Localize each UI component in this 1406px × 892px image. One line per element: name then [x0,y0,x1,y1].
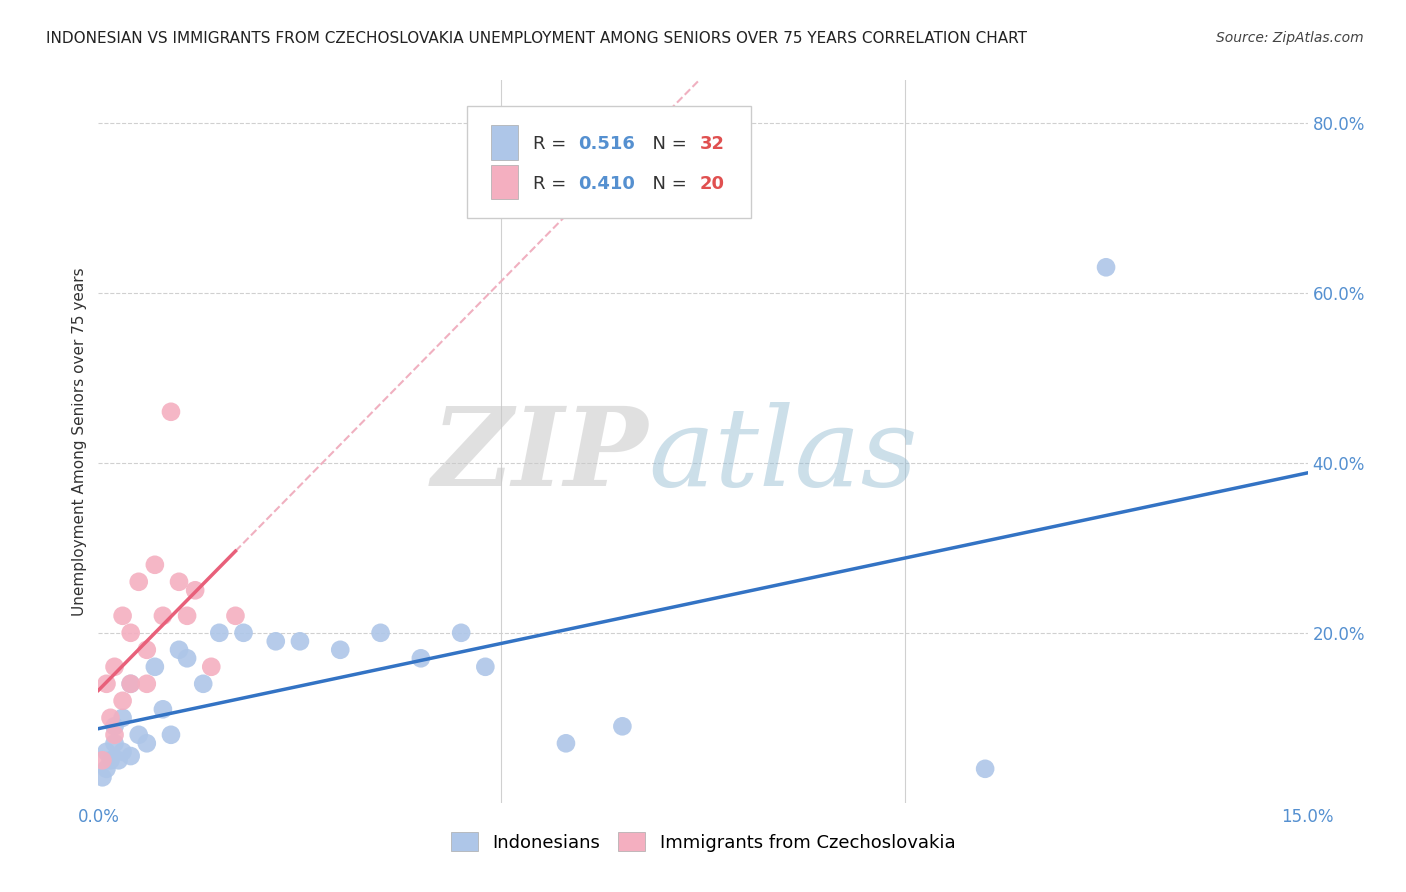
Point [135,677,157,691]
Point [409,651,432,665]
Point [200,660,222,674]
Point [120,625,142,640]
Point [107,753,129,767]
Bar [492,165,517,200]
Point [160,405,183,419]
Point [264,634,287,648]
Point [143,558,166,572]
Text: atlas: atlas [648,402,918,509]
Text: 0.516: 0.516 [578,136,636,153]
Point [176,651,198,665]
Point [612,719,634,733]
Point [329,642,352,657]
Legend: Indonesians, Immigrants from Czechoslovakia: Indonesians, Immigrants from Czechoslova… [443,825,963,859]
Point [167,642,190,657]
Point [224,608,246,623]
Point [450,625,472,640]
Point [100,711,122,725]
Point [103,719,125,733]
Point [160,728,183,742]
Text: R =: R = [533,175,571,193]
Point [91,770,114,784]
Point [152,608,174,623]
Point [111,694,134,708]
Text: ZIP: ZIP [432,402,648,509]
Text: R =: R = [533,136,571,153]
Point [128,728,150,742]
Point [1095,260,1118,275]
Point [184,583,207,598]
FancyBboxPatch shape [467,105,751,218]
Point [176,608,198,623]
Point [208,625,231,640]
Point [128,574,150,589]
Point [555,736,578,750]
Point [111,608,134,623]
Text: N =: N = [641,136,693,153]
Point [120,677,142,691]
Point [91,753,114,767]
Text: N =: N = [641,175,693,193]
Text: 32: 32 [699,136,724,153]
Text: 20: 20 [699,175,724,193]
Point [120,677,142,691]
Point [288,634,311,648]
Text: 0.410: 0.410 [578,175,636,193]
Point [370,625,392,640]
Point [100,753,122,767]
Point [120,749,142,764]
Point [96,745,118,759]
Point [96,762,118,776]
Point [103,660,125,674]
Point [111,711,134,725]
Point [135,736,157,750]
Y-axis label: Unemployment Among Seniors over 75 years: Unemployment Among Seniors over 75 years [72,268,87,615]
Point [143,660,166,674]
Point [232,625,254,640]
Point [167,574,190,589]
Point [103,728,125,742]
Point [111,745,134,759]
Point [974,762,997,776]
Point [96,677,118,691]
Point [103,736,125,750]
Point [135,642,157,657]
Bar [492,125,517,160]
Point [474,660,496,674]
Point [152,702,174,716]
Point [193,677,215,691]
Text: Source: ZipAtlas.com: Source: ZipAtlas.com [1216,31,1364,45]
Text: INDONESIAN VS IMMIGRANTS FROM CZECHOSLOVAKIA UNEMPLOYMENT AMONG SENIORS OVER 75 : INDONESIAN VS IMMIGRANTS FROM CZECHOSLOV… [46,31,1028,46]
